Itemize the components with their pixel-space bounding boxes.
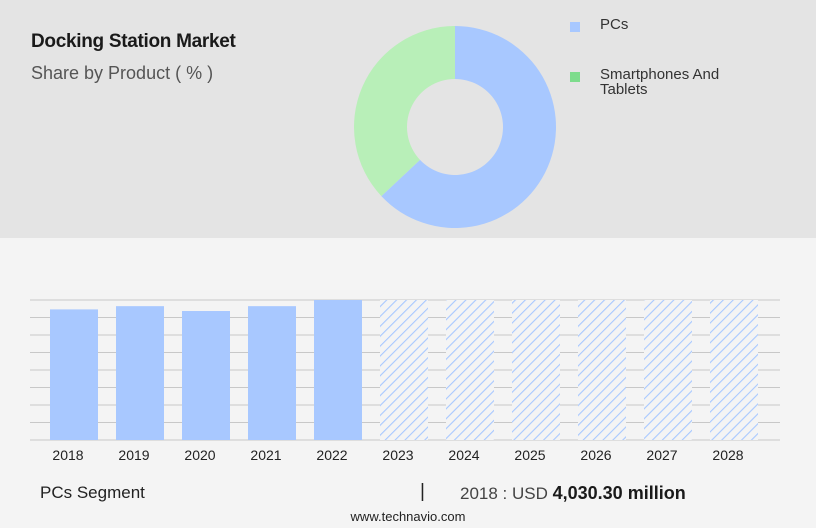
x-tick-label-2019: 2019	[118, 447, 149, 463]
x-tick-label-2022: 2022	[316, 447, 347, 463]
bar-2019	[116, 306, 164, 440]
x-tick-label-2026: 2026	[580, 447, 611, 463]
x-tick-label-2027: 2027	[646, 447, 677, 463]
bar-chart: 2018 2019 2020 2021 2022 2023 2024 2025 2026 2027…	[30, 299, 780, 463]
footer-value-prefix: 2018 : USD	[460, 484, 548, 503]
forecast-bar-2023	[380, 300, 428, 440]
bar-2022	[314, 300, 362, 440]
x-tick-label-2025: 2025	[514, 447, 545, 463]
forecast-bar-2028	[710, 300, 758, 440]
chart-title: Docking Station Market	[31, 31, 236, 52]
legend-label-pcs: PCs	[600, 16, 629, 33]
donut-chart	[354, 26, 556, 228]
legend-swatch-pcs	[570, 22, 580, 32]
legend-item-pcs: PCs	[570, 17, 750, 32]
x-tick-label-2020: 2020	[184, 447, 215, 463]
legend-swatch-smartphones	[570, 72, 580, 82]
legend-item-smartphones: Smartphones And Tablets	[570, 67, 750, 97]
bar-2020	[182, 311, 230, 440]
x-tick-label-2024: 2024	[448, 447, 479, 463]
donut-slice-smartphones	[354, 26, 455, 197]
footer-segment: PCs Segment	[40, 483, 145, 502]
bar-2021	[248, 306, 296, 440]
bar-2018	[50, 309, 98, 440]
x-tick-label-2021: 2021	[250, 447, 281, 463]
footer-value: 2018 : USD 4,030.30 million	[460, 483, 686, 504]
footer-url: www.technavio.com	[350, 509, 466, 524]
forecast-bar-2025	[512, 300, 560, 440]
chart-subtitle: Share by Product ( % )	[31, 63, 214, 83]
footer-value-amount: 4,030.30 million	[552, 483, 686, 503]
donut-slice-pcs	[381, 26, 556, 228]
x-tick-label-2018: 2018	[52, 447, 83, 463]
x-tick-label-2023: 2023	[382, 447, 413, 463]
forecast-bar-2024	[446, 300, 494, 440]
forecast-bar-2026	[578, 300, 626, 440]
x-tick-label-2028: 2028	[712, 447, 743, 463]
footer-separator: |	[420, 481, 425, 502]
legend-label-smartphones: Smartphones And Tablets	[600, 66, 720, 98]
forecast-bar-2027	[644, 300, 692, 440]
